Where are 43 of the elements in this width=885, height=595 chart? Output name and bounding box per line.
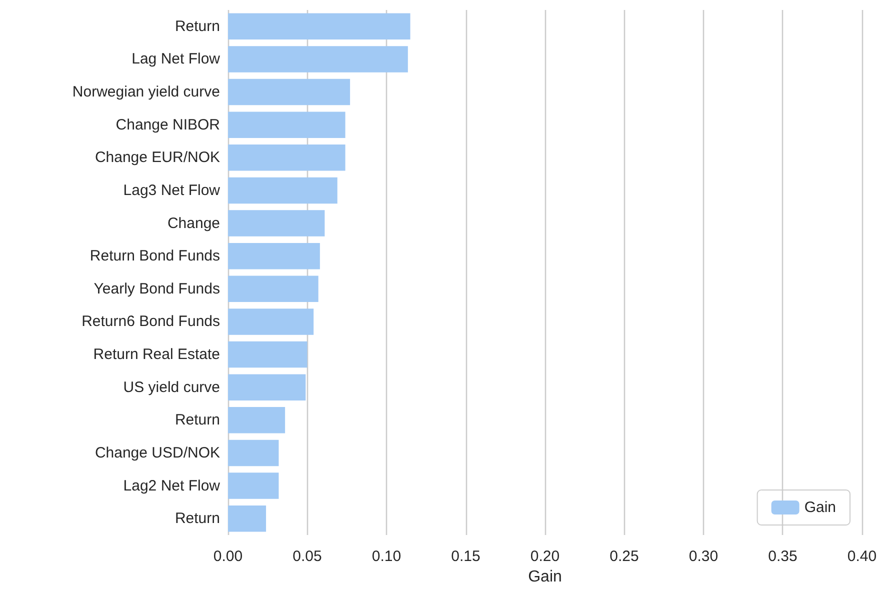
bar [228,308,314,335]
y-tick-label: Return Bond Funds [90,248,220,265]
bar [228,341,308,368]
y-tick-label: Return6 Bond Funds [82,313,220,330]
y-tick-label: Lag3 Net Flow [123,182,220,199]
bar [228,440,279,466]
y-tick-label: Change USD/NOK [94,444,220,462]
bar [228,112,346,138]
y-tick-label: Change NIBOR [116,116,220,134]
bar [228,407,286,434]
bar [228,505,266,532]
y-tick-label: Return [174,412,220,429]
y-tick-label: Change [167,214,220,232]
bar [228,78,350,106]
x-tick-label: 0.10 [372,548,402,565]
x-tick-label: 0.40 [847,548,877,565]
y-tick-label: Norwegian yield curve [72,84,220,101]
bar [228,374,306,400]
x-axis-title: Gain [528,568,562,586]
bar [228,242,320,270]
y-tick-label: Lag Net Flow [132,50,220,68]
x-tick-label: 0.25 [610,548,639,565]
y-tick-label: Yearly Bond Funds [94,280,220,298]
x-tick-label: 0.00 [213,548,243,565]
x-tick-label: 0.15 [451,548,480,565]
bar [228,276,318,302]
legend-label: Gain [804,499,836,516]
x-tick-label: 0.35 [768,548,798,565]
y-tick-label: Return [174,18,220,35]
bar [228,144,346,171]
bar [228,13,410,40]
y-tick-label: Change EUR/NOK [94,149,220,166]
bar [228,177,338,204]
bar [228,46,408,72]
y-tick-label: US yield curve [123,378,220,396]
bar [228,210,325,236]
x-tick-label: 0.30 [688,548,718,565]
y-tick-label: Return [174,510,220,528]
x-tick-label: 0.20 [530,548,560,565]
y-tick-label: Return Real Estate [93,346,220,364]
bar [228,472,279,499]
x-tick-label: 0.05 [292,548,322,565]
y-tick-label: Lag2 Net Flow [123,477,220,494]
